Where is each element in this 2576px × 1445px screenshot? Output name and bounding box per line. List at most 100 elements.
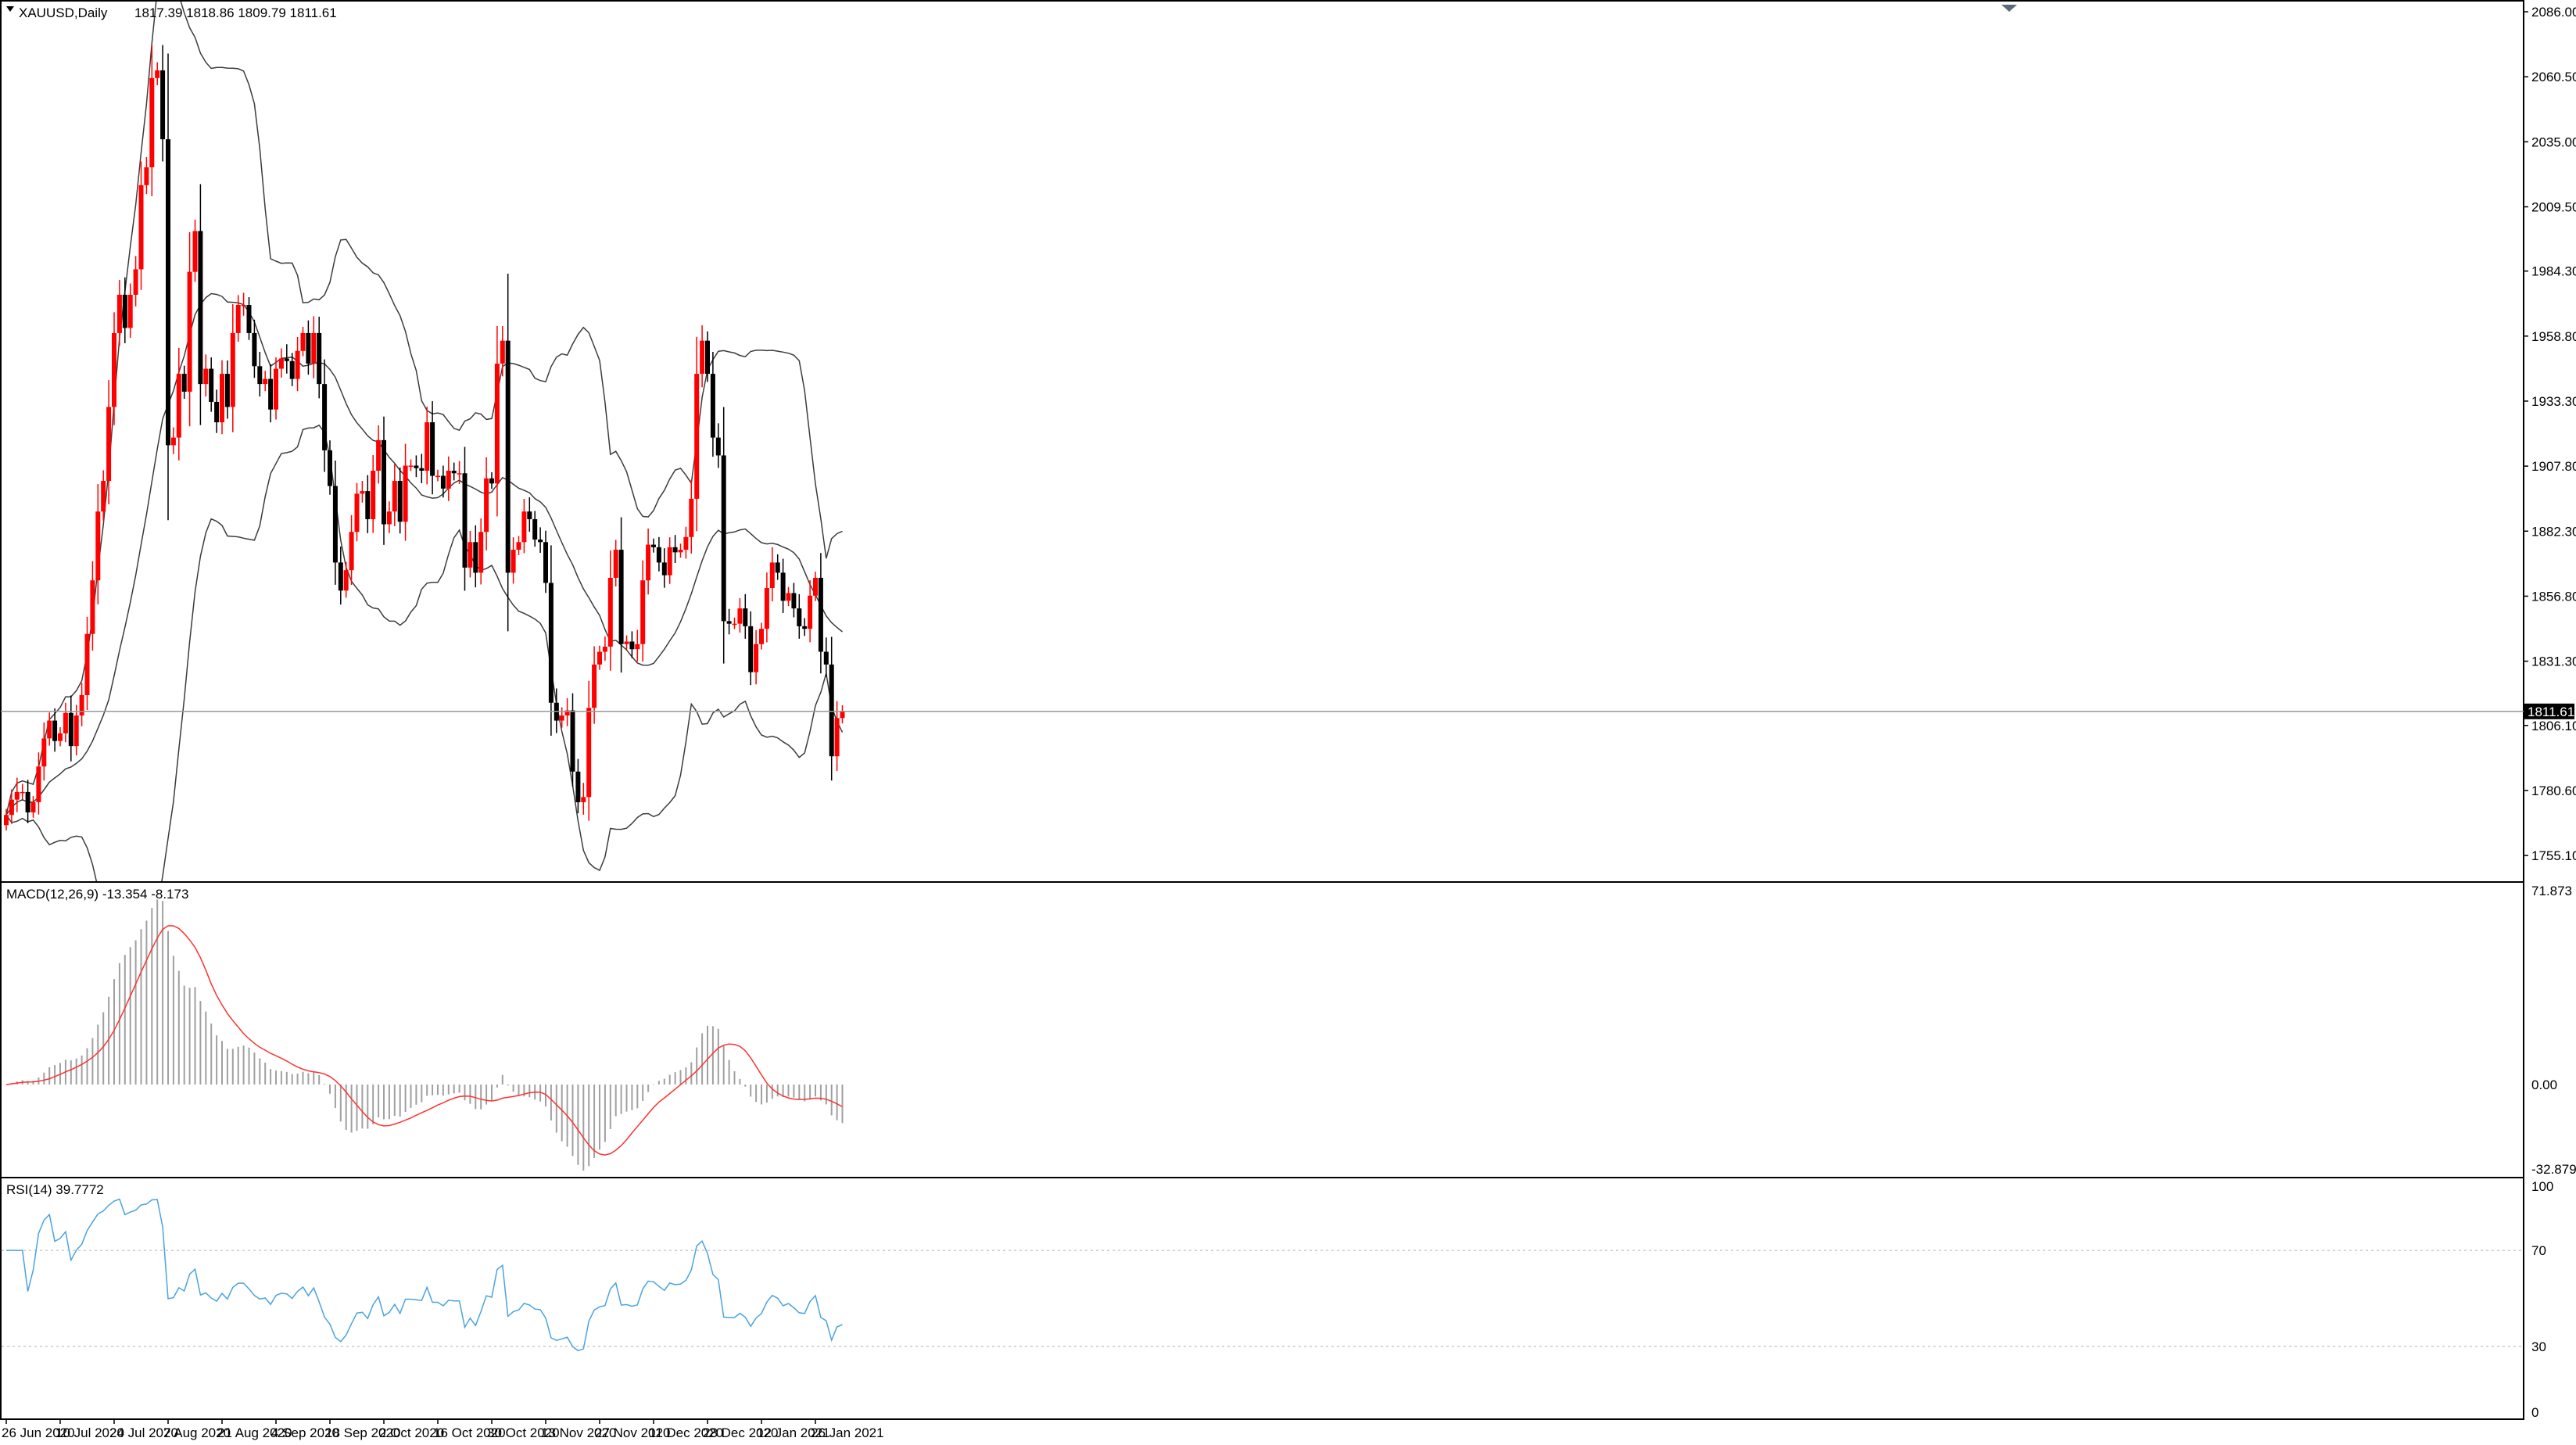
price-tick-label: 1933.30 [2531, 394, 2576, 409]
candle-body [133, 269, 138, 295]
rsi-line [6, 1198, 843, 1352]
candle-body [397, 481, 403, 522]
rsi-tick-label: 100 [2531, 1179, 2553, 1194]
candle-body [613, 550, 618, 578]
candle-body [311, 332, 317, 364]
macd-tick-label: 0.00 [2531, 1077, 2557, 1092]
candle-body [527, 511, 532, 519]
candle-body [41, 738, 47, 767]
candle-body [268, 378, 274, 410]
price-tick-label: 1984.30 [2531, 264, 2576, 279]
candle-body [187, 271, 192, 392]
candle-body [435, 475, 440, 478]
candle-body [700, 340, 705, 375]
bollinger-middle [5, 292, 843, 816]
candle-body [473, 542, 478, 573]
candle-body [737, 608, 743, 624]
candle-body [635, 644, 640, 650]
candle-body [457, 473, 462, 475]
candle-body [494, 364, 500, 484]
candle-body [813, 577, 818, 596]
candle-body [90, 580, 95, 634]
candle-body [317, 332, 322, 385]
candle-body [468, 542, 473, 568]
current-price-tag [2524, 703, 2574, 719]
bollinger-bands [5, 2, 844, 881]
current-price-label: 1811.61 [2528, 705, 2574, 719]
candle-body [521, 511, 527, 543]
candle-body [780, 572, 786, 601]
candle-body [726, 621, 732, 624]
candle-body [500, 340, 505, 364]
candle-body [252, 332, 257, 367]
candle-body [430, 422, 435, 476]
candle-body [532, 518, 538, 540]
candle-body [101, 481, 106, 512]
price-tick-label: 1958.80 [2531, 329, 2576, 344]
candle-body [710, 374, 715, 438]
candle-body [47, 720, 52, 739]
rsi-indicator [2, 1198, 2523, 1352]
date-label: 27 Nov 2020 [595, 1425, 670, 1440]
candle-body [646, 544, 651, 581]
candle-body [209, 368, 214, 402]
candle-body [802, 626, 808, 629]
candle-body [160, 70, 166, 140]
price-tick-label: 1806.10 [2531, 719, 2576, 733]
candle-body [235, 305, 241, 333]
date-label: 11 Dec 2020 [649, 1425, 723, 1440]
candle-body [538, 540, 543, 543]
candle-body [548, 583, 554, 703]
candle-body [25, 791, 30, 812]
macd-label: MACD(12,26,9) -13.354 -8.173 [6, 887, 188, 902]
candle-body [403, 465, 408, 522]
candle-body [440, 475, 446, 489]
candle-body [95, 511, 101, 581]
candle-body [30, 801, 36, 812]
candle-body [769, 562, 775, 588]
date-label: 13 Nov 2020 [541, 1425, 616, 1440]
candle-body [365, 491, 371, 519]
candle-body [511, 550, 516, 573]
candle-body [640, 580, 646, 644]
macd-tick-label: 71.873 [2531, 884, 2572, 898]
price-scale: 2086.00 2060.50 2035.00 2009.50 1984.30 1958.… [2524, 5, 2576, 863]
macd-panel[interactable] [0, 881, 2524, 1178]
candle-body [300, 332, 306, 351]
candle-body [257, 366, 263, 385]
candle-body [425, 422, 430, 471]
candle-body [73, 715, 79, 747]
candle-body [748, 626, 754, 672]
candle-body [683, 536, 689, 550]
candle-body [246, 305, 252, 333]
symbol-menu-icon[interactable] [6, 6, 14, 12]
candle-body [166, 139, 170, 446]
candle-body [478, 532, 484, 573]
candle-body [230, 332, 235, 407]
bollinger-lower [5, 424, 844, 881]
date-label: 2 Oct 2020 [379, 1425, 444, 1440]
candle-body [624, 641, 629, 644]
candle-body [9, 799, 14, 816]
candle-body [349, 532, 354, 571]
chart-shift-marker[interactable] [2001, 5, 2017, 12]
price-tick-label: 1856.80 [2531, 589, 2576, 604]
candle-body [220, 374, 224, 423]
date-label: 24 Jul 2020 [109, 1425, 178, 1440]
candle-body [112, 332, 116, 407]
price-tick-label: 1831.30 [2531, 654, 2576, 669]
date-label: 12 Jan 2021 [757, 1425, 830, 1440]
date-label: 26 Jan 2021 [811, 1425, 884, 1440]
candle-body [715, 437, 721, 456]
candle-body [754, 644, 759, 672]
candle-body [68, 712, 73, 747]
candle-body [797, 608, 802, 626]
candle-body [419, 468, 425, 471]
macd-signal-line [5, 925, 843, 1156]
price-tick-label: 2035.00 [2531, 134, 2576, 149]
candle-body [672, 547, 678, 553]
rsi-panel[interactable] [0, 1177, 2524, 1420]
candle-body [834, 718, 840, 757]
